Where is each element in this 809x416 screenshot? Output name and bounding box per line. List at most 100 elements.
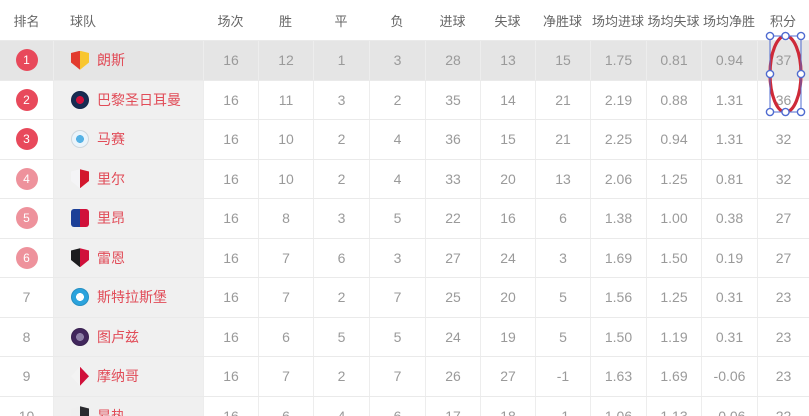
stat-cell-losses: 7 — [369, 357, 425, 396]
stat-cell-avg_goals_against: 1.00 — [646, 199, 701, 238]
team-cell[interactable]: 昂热 — [53, 396, 203, 416]
header-cell-goals_for: 进球 — [425, 0, 480, 40]
stat-cell-avg_goals_for: 1.56 — [590, 278, 646, 317]
team-name[interactable]: 马赛 — [97, 131, 125, 148]
psg-crest-icon — [71, 90, 89, 109]
lens-crest-icon — [71, 50, 89, 70]
stat-cell-points: 27 — [757, 199, 809, 238]
stat-cell-avg_goal_diff: -0.06 — [701, 396, 757, 416]
stat-cell-points: 32 — [757, 159, 809, 198]
stat-cell-goal_diff: 6 — [535, 199, 590, 238]
stat-cell-played: 16 — [203, 159, 258, 198]
stat-cell-played: 16 — [203, 396, 258, 416]
stat-cell-draws: 2 — [313, 357, 369, 396]
table-body: 1 朗斯 16 12 1 3 28 13 15 1.75 0.81 0.94 37 2 巴黎圣日耳曼 16 11… — [0, 40, 809, 416]
stat-cell-losses: 2 — [369, 80, 425, 119]
table-row[interactable]: 3 马赛 16 10 2 4 36 15 21 2.25 0.94 1.31 32 — [0, 119, 809, 159]
stat-cell-played: 16 — [203, 80, 258, 119]
stat-cell-played: 16 — [203, 357, 258, 396]
rank-number: 9 — [22, 368, 31, 385]
stat-cell-played: 16 — [203, 120, 258, 159]
stat-cell-points: 23 — [757, 317, 809, 356]
marseille-crest-icon — [71, 130, 89, 149]
team-name[interactable]: 摩纳哥 — [97, 368, 139, 385]
team-cell[interactable]: 雷恩 — [53, 238, 203, 277]
stat-cell-avg_goals_against: 0.81 — [646, 41, 701, 80]
team-cell[interactable]: 朗斯 — [53, 41, 203, 80]
team-name[interactable]: 雷恩 — [97, 249, 125, 266]
stat-cell-points: 27 — [757, 238, 809, 277]
stat-cell-wins: 6 — [258, 317, 313, 356]
rank-cell: 10 — [0, 397, 53, 416]
table-row[interactable]: 8 图卢兹 16 6 5 5 24 19 5 1.50 1.19 0.31 23 — [0, 316, 809, 356]
stat-cell-goals_for: 25 — [425, 278, 480, 317]
rank-cell: 1 — [0, 41, 53, 80]
stat-cell-goals_against: 18 — [480, 396, 535, 416]
stat-cell-wins: 10 — [258, 120, 313, 159]
stat-cell-losses: 4 — [369, 120, 425, 159]
lyon-crest-icon — [71, 209, 89, 228]
stat-cell-avg_goals_against: 0.94 — [646, 120, 701, 159]
stat-cell-points: 37 — [757, 41, 809, 80]
table-row[interactable]: 7 斯特拉斯堡 16 7 2 7 25 20 5 1.56 1.25 0.31 23 — [0, 277, 809, 317]
stat-cell-avg_goals_for: 1.75 — [590, 41, 646, 80]
team-name[interactable]: 图卢兹 — [97, 328, 139, 345]
header-cell-wins: 胜 — [258, 0, 313, 40]
stat-cell-avg_goals_against: 1.25 — [646, 159, 701, 198]
table-header: 排名 球队 场次胜平负进球 失球 净胜球 场均进球 场均失球 场均净胜 积分 — [0, 0, 809, 40]
header-cell-team: 球队 — [53, 0, 203, 40]
stat-cell-avg_goal_diff: 0.81 — [701, 159, 757, 198]
stat-cell-avg_goals_against: 1.69 — [646, 357, 701, 396]
team-name[interactable]: 巴黎圣日耳曼 — [97, 91, 181, 108]
stat-cell-points: 23 — [757, 278, 809, 317]
stat-cell-goals_against: 20 — [480, 278, 535, 317]
team-name[interactable]: 里昂 — [97, 210, 125, 227]
stat-cell-wins: 7 — [258, 278, 313, 317]
table-row[interactable]: 9 摩纳哥 16 7 2 7 26 27 -1 1.63 1.69 -0.06 23 — [0, 356, 809, 396]
stat-cell-goals_for: 17 — [425, 396, 480, 416]
team-cell[interactable]: 里尔 — [53, 159, 203, 198]
table-row[interactable]: 6 雷恩 16 7 6 3 27 24 3 1.69 1.50 0.19 27 — [0, 237, 809, 277]
team-cell[interactable]: 巴黎圣日耳曼 — [53, 80, 203, 119]
rank-cell: 7 — [0, 278, 53, 317]
stat-cell-avg_goal_diff: 1.31 — [701, 80, 757, 119]
team-cell[interactable]: 图卢兹 — [53, 317, 203, 356]
stat-cell-goals_against: 14 — [480, 80, 535, 119]
header-cell-draws: 平 — [313, 0, 369, 40]
header-cell-points: 积分 — [757, 0, 809, 40]
stat-cell-goals_against: 24 — [480, 238, 535, 277]
table-row[interactable]: 4 里尔 16 10 2 4 33 20 13 2.06 1.25 0.81 32 — [0, 158, 809, 199]
table-row[interactable]: 1 朗斯 16 12 1 3 28 13 15 1.75 0.81 0.94 37 — [0, 40, 809, 80]
team-name[interactable]: 里尔 — [97, 170, 125, 187]
stat-cell-goals_for: 26 — [425, 357, 480, 396]
stat-cell-avg_goals_for: 2.25 — [590, 120, 646, 159]
stat-cell-avg_goal_diff: 0.94 — [701, 41, 757, 80]
team-cell[interactable]: 里昂 — [53, 199, 203, 238]
stat-cell-wins: 12 — [258, 41, 313, 80]
rank-cell: 4 — [0, 160, 53, 199]
stat-cell-wins: 11 — [258, 80, 313, 119]
team-name[interactable]: 朗斯 — [97, 52, 125, 69]
stat-cell-goal_diff: 3 — [535, 238, 590, 277]
stat-cell-avg_goal_diff: 0.31 — [701, 278, 757, 317]
stat-cell-played: 16 — [203, 317, 258, 356]
table-row[interactable]: 5 里昂 16 8 3 5 22 16 6 1.38 1.00 0.38 27 — [0, 198, 809, 238]
stat-cell-losses: 3 — [369, 238, 425, 277]
table-row[interactable]: 10 昂热 16 6 4 6 17 18 -1 1.06 1.13 -0.06 22 — [0, 395, 809, 416]
team-name[interactable]: 斯特拉斯堡 — [97, 289, 167, 306]
stat-cell-avg_goals_for: 2.19 — [590, 80, 646, 119]
stat-cell-played: 16 — [203, 199, 258, 238]
team-cell[interactable]: 马赛 — [53, 120, 203, 159]
stat-cell-goal_diff: 5 — [535, 317, 590, 356]
stat-cell-avg_goals_against: 1.25 — [646, 278, 701, 317]
team-cell[interactable]: 摩纳哥 — [53, 357, 203, 396]
team-name[interactable]: 昂热 — [97, 407, 125, 416]
stat-cell-losses: 7 — [369, 278, 425, 317]
stat-cell-goals_against: 20 — [480, 159, 535, 198]
header-cell-avg_goals_for: 场均进球 — [590, 0, 646, 40]
stat-cell-goals_for: 33 — [425, 159, 480, 198]
rank-number: 8 — [22, 328, 31, 345]
header-cell-goal_diff: 净胜球 — [535, 0, 590, 40]
table-row[interactable]: 2 巴黎圣日耳曼 16 11 3 2 35 14 21 2.19 0.88 1.31 36 — [0, 79, 809, 119]
team-cell[interactable]: 斯特拉斯堡 — [53, 278, 203, 317]
